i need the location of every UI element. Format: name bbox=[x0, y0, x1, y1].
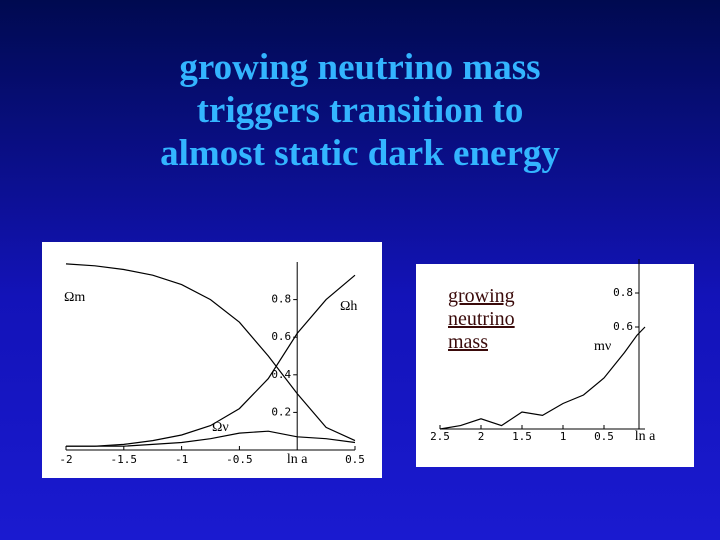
series-label: mν bbox=[594, 339, 611, 354]
plot-panel bbox=[416, 264, 694, 467]
title-line: almost static dark energy bbox=[160, 133, 560, 174]
y-tick-label: 0.6 bbox=[271, 330, 291, 343]
annotation: growing neutrino mass bbox=[448, 285, 515, 353]
x-tick-label: 0.5 bbox=[594, 430, 614, 443]
title: growing neutrino mass triggers transitio… bbox=[0, 46, 720, 175]
x-tick-label: 2.5 bbox=[430, 430, 450, 443]
series-line bbox=[439, 326, 646, 430]
x-tick-label: -2 bbox=[59, 453, 72, 466]
x-axis-label: ln a bbox=[287, 452, 308, 467]
series-label: Ωm bbox=[64, 290, 85, 305]
x-tick-label: 1 bbox=[560, 430, 567, 443]
y-tick-label: 0.8 bbox=[271, 293, 291, 306]
series-label: Ωh bbox=[340, 299, 357, 314]
x-tick-label: -1 bbox=[175, 453, 188, 466]
y-tick-label: 0.8 bbox=[613, 286, 633, 299]
x-tick-label: 1.5 bbox=[512, 430, 532, 443]
x-tick-label: -1.5 bbox=[111, 453, 138, 466]
series-label: Ων bbox=[212, 420, 229, 435]
y-tick-label: 0.6 bbox=[613, 320, 633, 333]
x-axis-label: ln a bbox=[635, 429, 656, 444]
title-line: growing neutrino mass bbox=[179, 47, 541, 88]
series-line bbox=[66, 274, 356, 447]
x-tick-label: 0.5 bbox=[345, 453, 365, 466]
title-line: triggers transition to bbox=[196, 90, 524, 131]
x-tick-label: 2 bbox=[478, 430, 485, 443]
series-line bbox=[65, 263, 356, 442]
y-tick-label: 0.2 bbox=[271, 405, 291, 418]
series-line bbox=[66, 430, 356, 447]
x-tick-label: -0.5 bbox=[226, 453, 253, 466]
y-tick-label: 0.4 bbox=[271, 368, 291, 381]
